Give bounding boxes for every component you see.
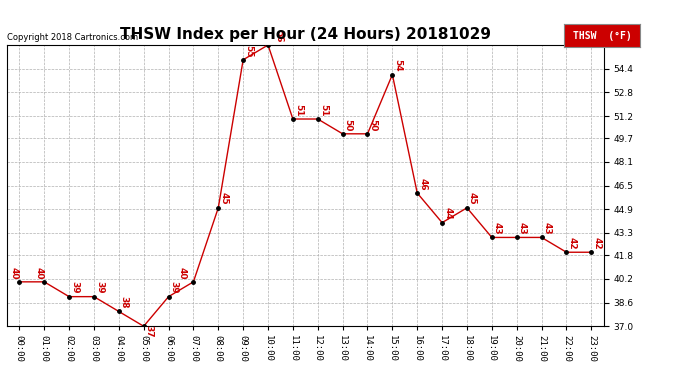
Text: 40: 40	[178, 267, 187, 279]
Text: 38: 38	[120, 296, 129, 309]
Title: THSW Index per Hour (24 Hours) 20181029: THSW Index per Hour (24 Hours) 20181029	[120, 27, 491, 42]
Text: THSW  (°F): THSW (°F)	[573, 31, 632, 40]
Text: 40: 40	[9, 267, 18, 279]
Text: 44: 44	[443, 207, 452, 220]
Text: 43: 43	[542, 222, 551, 235]
Text: 45: 45	[468, 192, 477, 205]
Text: 40: 40	[34, 267, 43, 279]
Text: 43: 43	[493, 222, 502, 235]
Text: 42: 42	[567, 237, 577, 249]
Text: 37: 37	[145, 325, 154, 338]
Text: 51: 51	[294, 104, 303, 116]
Text: 54: 54	[393, 59, 402, 72]
Text: 55: 55	[244, 45, 253, 57]
Text: 45: 45	[219, 192, 228, 205]
Text: 51: 51	[319, 104, 328, 116]
Text: 39: 39	[70, 281, 79, 294]
Text: 56: 56	[275, 30, 284, 42]
Text: 50: 50	[344, 118, 353, 131]
Text: 43: 43	[518, 222, 526, 235]
Text: 46: 46	[418, 178, 427, 190]
Text: 42: 42	[593, 237, 602, 249]
Text: 39: 39	[95, 281, 104, 294]
Text: 50: 50	[368, 118, 377, 131]
Text: Copyright 2018 Cartronics.com: Copyright 2018 Cartronics.com	[7, 33, 138, 42]
Text: 39: 39	[170, 281, 179, 294]
